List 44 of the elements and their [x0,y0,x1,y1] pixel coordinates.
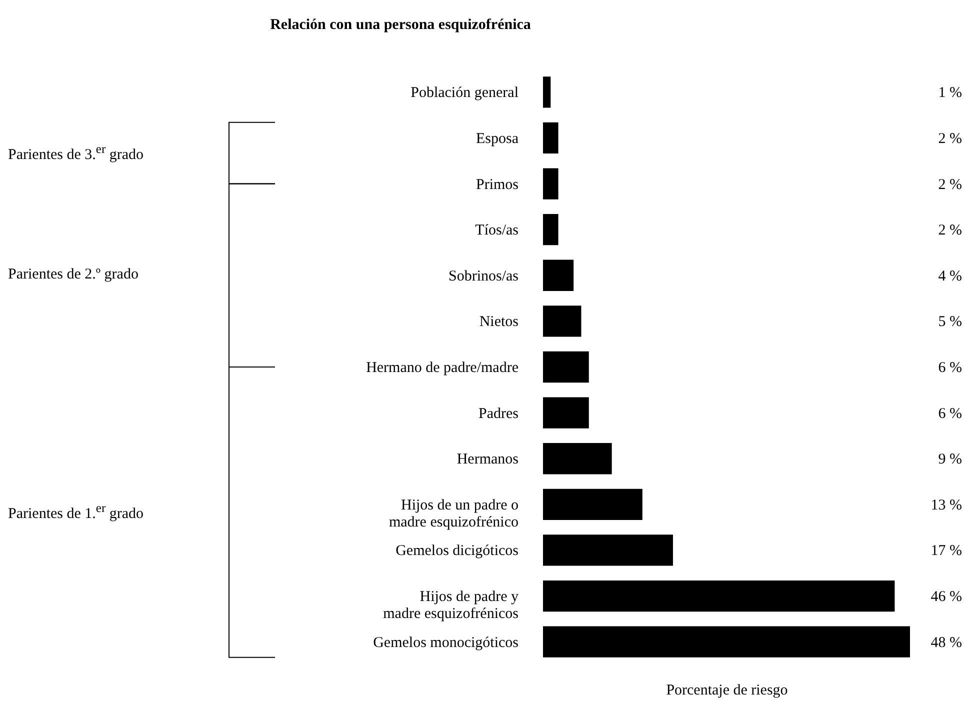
y-tick-label: Gemelos monocigóticos [373,634,519,651]
text: Relación con una persona esquizofrénica [270,17,532,33]
data-label: 5 % [938,314,962,330]
data-label: 2 % [938,176,962,193]
bar [543,76,551,108]
text: Parientes de 1.$^{er}$ grado [8,501,144,524]
bar [543,534,673,566]
y-tick-label: Padres [478,406,519,422]
data-label: 13 % [930,497,962,514]
data-label: 2 % [938,222,962,239]
data-label: 17 % [930,543,962,560]
text: Parientes de 3.$^{er}$ grado [8,142,144,164]
y-tick-label: Población general [410,85,518,102]
bar [543,626,910,658]
y-tick-label: Hermano de padre/madre [366,360,519,376]
bar [543,488,642,520]
bar [543,260,574,291]
bar [543,397,589,428]
data-label: 1 % [938,85,962,102]
bar [543,168,558,200]
y-tick-label: Primos [476,176,519,193]
y-tick-label: Tíos/as [475,222,519,239]
bar [543,580,895,612]
text: Parientes de 2.º grado [8,266,138,284]
bar [543,122,558,154]
bar [543,443,612,474]
data-label: 9 % [938,452,962,468]
y-tick-label: Sobrinos/as [448,268,519,284]
y-tick-label: Hijos de un padre o madre esquizofrénico [388,497,518,530]
y-tick-label: Esposa [476,130,519,147]
bar [543,306,582,337]
bar [543,351,589,383]
data-label: 2 % [938,130,962,147]
y-tick-label: Nietos [479,314,519,330]
data-label: 48 % [930,634,962,651]
y-tick-label: Hermanos [456,452,519,468]
data-label: 46 % [930,589,962,606]
data-label: 6 % [938,406,962,422]
x-axis-title: Porcentaje de riesgo [666,682,788,698]
y-tick-label: Hijos de padre y madre esquizofrénicos [383,589,519,622]
data-label: 4 % [938,268,962,284]
data-label: 6 % [938,360,962,376]
bar [543,214,558,246]
y-tick-label: Gemelos dicigóticos [396,543,519,560]
